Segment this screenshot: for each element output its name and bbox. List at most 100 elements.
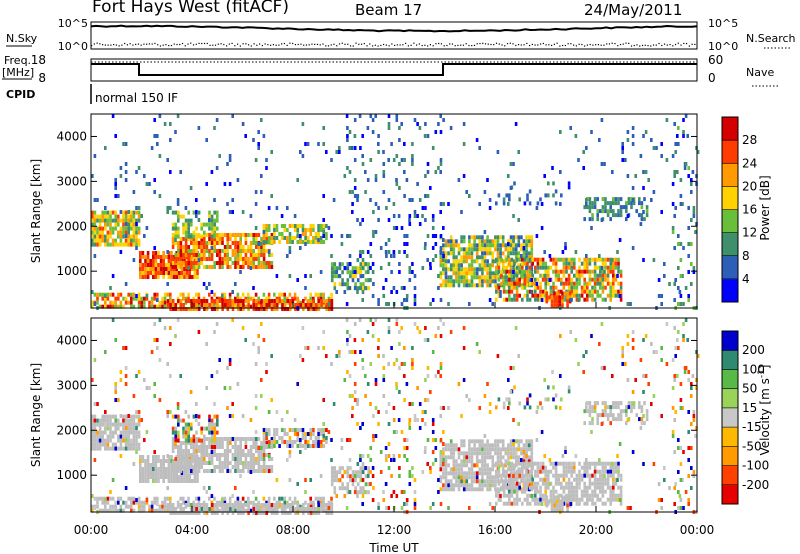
velocity-cell [109, 434, 112, 439]
power-cell [132, 214, 136, 219]
velocity-cell [468, 443, 471, 448]
power-cell [470, 247, 474, 252]
velocity-cell [513, 385, 516, 390]
power-cell [439, 271, 443, 276]
power-cell [343, 266, 347, 270]
power-cell [177, 214, 180, 219]
power-cell [193, 271, 197, 275]
velocity-cell [547, 501, 550, 506]
power-cell [192, 210, 196, 215]
velocity-cell [333, 474, 337, 479]
power-cell [208, 214, 211, 219]
velocity-cell [630, 405, 633, 410]
power-cell [101, 238, 104, 243]
velocity-cell [192, 507, 196, 511]
power-cell [478, 263, 482, 268]
velocity-cell [163, 496, 167, 501]
velocity-cell [114, 508, 117, 513]
power-cell [346, 282, 350, 287]
power-cell [382, 294, 386, 298]
velocity-cell [165, 467, 168, 471]
power-cell [678, 290, 682, 294]
power-cell [294, 303, 297, 307]
velocity-cell [106, 438, 110, 443]
velocity-cell [262, 440, 266, 444]
power-cell [442, 238, 445, 242]
power-cell [638, 201, 641, 206]
power-cell [205, 257, 209, 261]
power-cell [596, 273, 599, 278]
velocity-cell [174, 430, 177, 435]
velocity-cell [494, 451, 497, 456]
velocity-cell [554, 465, 558, 470]
velocity-cell [304, 440, 307, 444]
velocity-cell [505, 485, 508, 490]
velocity-cell [617, 465, 620, 470]
velocity-cell [170, 455, 173, 459]
noise-search-point [256, 44, 258, 46]
power-cell [601, 197, 605, 202]
velocity-cell [566, 503, 569, 508]
power-cell [109, 300, 112, 305]
power-cell [470, 255, 474, 260]
power-cell [552, 181, 555, 186]
velocity-cell [182, 496, 185, 501]
power-cell [265, 166, 268, 170]
power-cell [330, 274, 334, 279]
power-cell [437, 122, 440, 126]
velocity-cell [234, 449, 237, 453]
power-cell [203, 307, 206, 311]
power-cell [547, 269, 550, 274]
power-cell [400, 286, 404, 290]
power-cell [356, 286, 360, 291]
power-cell [197, 299, 201, 303]
velocity-cell [338, 470, 342, 475]
velocity-cell [226, 465, 229, 469]
noise-search-point [484, 43, 487, 45]
power-cell [442, 271, 445, 276]
noise-search-point [377, 45, 379, 47]
power-cell [515, 265, 519, 270]
power-cell [530, 239, 534, 244]
velocity-cell [526, 465, 529, 470]
power-cell [252, 307, 256, 311]
velocity-cell [468, 467, 471, 472]
velocity-cell [449, 451, 453, 456]
velocity-cell [156, 508, 159, 513]
power-cell [573, 285, 576, 290]
noise-search-point [173, 43, 175, 45]
velocity-cell [122, 508, 125, 513]
power-cell [104, 218, 107, 223]
velocity-cell [553, 499, 556, 504]
power-cell [447, 267, 450, 272]
velocity-cell [562, 461, 566, 466]
power-cell [124, 234, 128, 238]
power-cell [562, 257, 566, 262]
noise-search-point [102, 44, 104, 46]
velocity-cell [527, 459, 531, 464]
power-cell [213, 241, 216, 245]
power-cell [273, 236, 276, 240]
power-cell [604, 273, 607, 278]
velocity-cell [302, 503, 305, 507]
power-cell [132, 292, 136, 297]
power-cell [626, 130, 630, 134]
velocity-cell [614, 497, 618, 502]
velocity-cell [534, 461, 537, 466]
power-cell [521, 257, 524, 262]
velocity-cell [573, 465, 576, 470]
power-cell [159, 271, 163, 275]
velocity-cell [455, 479, 458, 484]
velocity-cell [452, 483, 456, 488]
noise-search-point [303, 44, 305, 46]
power-cell [293, 236, 297, 240]
velocity-cell [210, 500, 214, 505]
power-cell [146, 275, 150, 279]
power-cell [567, 285, 571, 290]
power-cell [500, 257, 503, 262]
velocity-cell [518, 469, 521, 474]
velocity-cell [552, 485, 555, 490]
velocity-cell [213, 465, 216, 469]
power-cell [265, 303, 269, 307]
power-cell [612, 273, 615, 278]
